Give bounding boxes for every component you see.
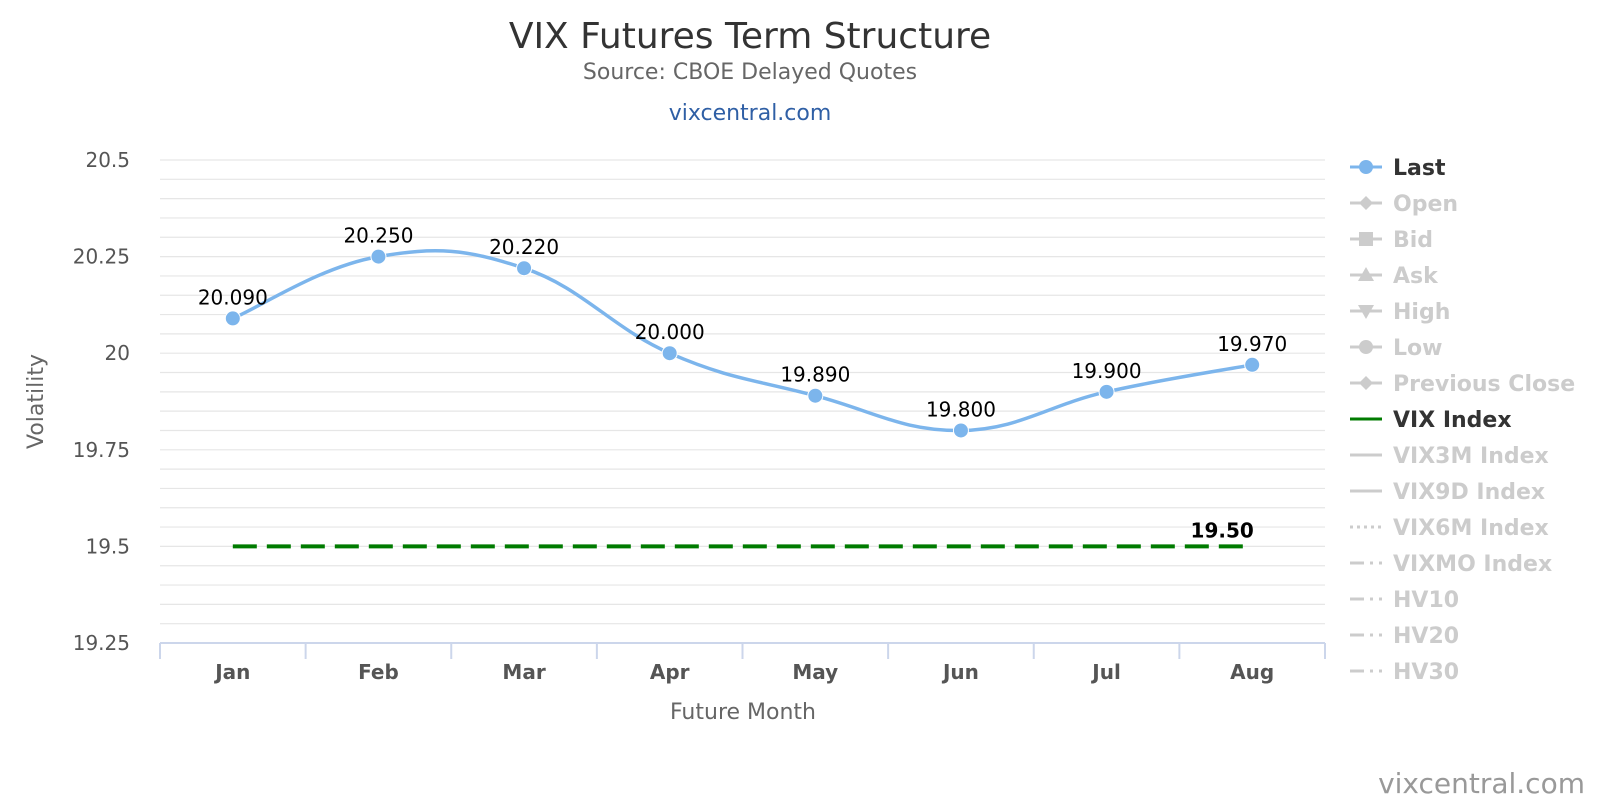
data-labels: 19.50 20.090 20.250 20.220 20.000 19.890 19.80… — [198, 224, 1287, 543]
data-label: 19.800 — [926, 397, 996, 421]
legend-circle-icon — [1359, 340, 1373, 354]
vix-index-label: 19.50 — [1191, 518, 1254, 542]
legend-item[interactable]: High — [1350, 300, 1450, 325]
data-label: 20.090 — [198, 285, 268, 309]
chart-subtitle: Source: CBOE Delayed Quotes — [583, 60, 917, 85]
last-point[interactable] — [952, 422, 969, 439]
legend-item[interactable]: VIX Index — [1350, 408, 1512, 433]
legend-triangle-down-icon — [1358, 305, 1374, 319]
data-label: 20.220 — [489, 235, 559, 259]
last-point[interactable] — [224, 310, 241, 327]
legend-label: VIXMO Index — [1393, 552, 1552, 577]
legend-label: Bid — [1393, 228, 1433, 253]
y-tick-label: 20.25 — [73, 245, 130, 269]
x-tick-label: May — [792, 660, 838, 684]
x-axis — [159, 642, 1326, 659]
legend-label: Ask — [1393, 264, 1439, 289]
y-tick-label: 19.5 — [85, 534, 130, 558]
series-last[interactable] — [224, 248, 1261, 439]
legend-item[interactable]: HV10 — [1350, 588, 1459, 613]
y-tick-label: 20 — [105, 341, 130, 365]
x-tick-label: Mar — [502, 660, 545, 684]
data-label: 19.890 — [780, 363, 850, 387]
legend-label: Last — [1393, 156, 1446, 181]
legend-item[interactable]: Open — [1350, 192, 1458, 217]
legend-item[interactable]: Ask — [1350, 264, 1439, 289]
y-tick-label: 19.25 — [73, 631, 130, 655]
legend-item[interactable]: VIX9D Index — [1350, 480, 1545, 505]
x-tick-label: Aug — [1230, 660, 1274, 684]
legend-label: Low — [1393, 336, 1442, 361]
y-axis-ticks: 19.25 19.5 19.75 20 20.25 20.5 — [73, 148, 130, 655]
legend-diamond-icon — [1359, 196, 1373, 210]
legend-item[interactable]: VIXMO Index — [1350, 552, 1552, 577]
legend-item[interactable]: Low — [1350, 336, 1442, 361]
x-axis-title: Future Month — [670, 700, 816, 725]
data-label: 19.970 — [1217, 332, 1287, 356]
x-tick-label: Jan — [213, 660, 250, 684]
legend-triangle-icon — [1358, 267, 1374, 281]
legend-item[interactable]: VIX3M Index — [1350, 444, 1549, 469]
legend-item[interactable]: Last — [1350, 156, 1446, 181]
legend-item[interactable]: HV30 — [1350, 660, 1459, 685]
legend-item[interactable]: Bid — [1350, 228, 1433, 253]
x-tick-label: Feb — [358, 660, 399, 684]
legend-label: VIX Index — [1393, 408, 1512, 433]
last-point[interactable] — [370, 248, 387, 265]
legend-diamond-icon — [1359, 376, 1373, 390]
legend-item[interactable]: HV20 — [1350, 624, 1459, 649]
data-label: 20.250 — [343, 224, 413, 248]
data-label: 19.900 — [1072, 359, 1142, 383]
x-axis-ticks: Jan Feb Mar Apr May Jun Jul Aug — [213, 660, 1274, 684]
x-tick-label: Apr — [650, 660, 690, 684]
legend-label: HV20 — [1393, 624, 1459, 649]
last-point[interactable] — [807, 387, 824, 404]
last-point[interactable] — [1244, 356, 1261, 373]
last-series-line[interactable] — [232, 249, 1253, 433]
grid-lines — [160, 159, 1325, 644]
legend: Last Open Bid Ask High Low Previous Close VIX I… — [1350, 156, 1575, 685]
legend-label: VIX9D Index — [1393, 480, 1545, 505]
legend-circle-icon — [1359, 160, 1373, 174]
legend-item[interactable]: Previous Close — [1350, 372, 1575, 397]
legend-label: VIX6M Index — [1393, 516, 1549, 541]
legend-label: High — [1393, 300, 1450, 325]
legend-label: HV30 — [1393, 660, 1459, 685]
x-tick-label: Jun — [941, 660, 979, 684]
legend-item[interactable]: VIX6M Index — [1350, 516, 1549, 541]
last-point[interactable] — [516, 260, 533, 277]
legend-square-icon — [1359, 232, 1373, 246]
subtitle-link[interactable]: vixcentral.com — [669, 101, 832, 126]
chart-title: VIX Futures Term Structure — [509, 16, 991, 57]
legend-label: HV10 — [1393, 588, 1459, 613]
credit-link[interactable]: vixcentral.com — [1378, 767, 1585, 800]
data-label: 20.000 — [635, 320, 705, 344]
y-tick-label: 19.75 — [73, 438, 130, 462]
legend-label: VIX3M Index — [1393, 444, 1549, 469]
last-point[interactable] — [661, 345, 678, 362]
last-point[interactable] — [1098, 383, 1115, 400]
y-tick-label: 20.5 — [85, 148, 130, 172]
y-axis-title: Volatility — [24, 354, 49, 449]
legend-label: Open — [1393, 192, 1458, 217]
legend-label: Previous Close — [1393, 372, 1575, 397]
x-tick-label: Jul — [1090, 660, 1121, 684]
